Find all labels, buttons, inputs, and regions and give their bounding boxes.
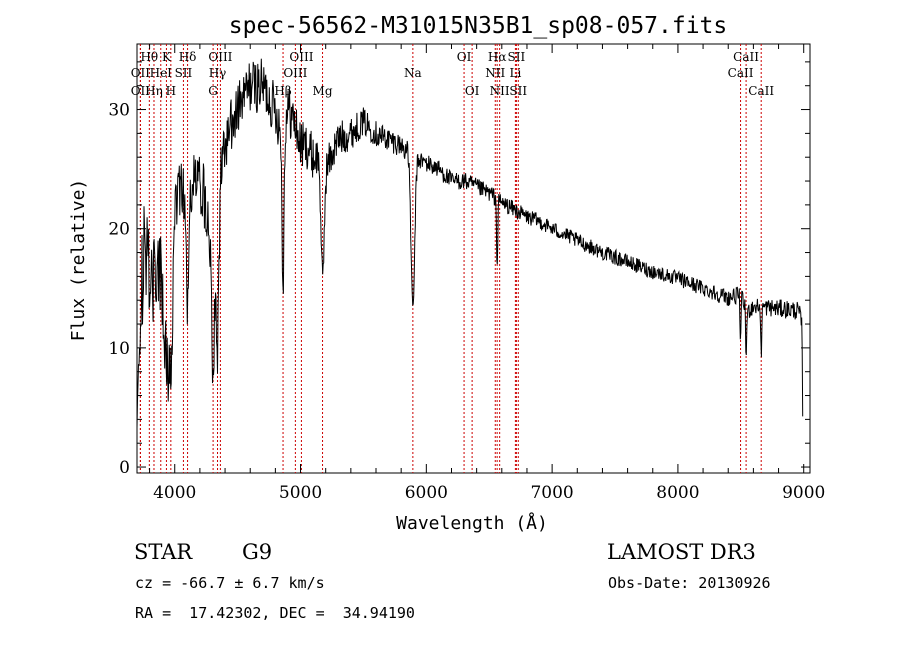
- x-axis-label: Wavelength (Å): [396, 512, 548, 534]
- spectral-line-label: OIII: [208, 50, 232, 64]
- coordinates-text: RA = 17.42302, DEC = 34.94190: [135, 604, 415, 622]
- object-class: STAR: [134, 540, 193, 564]
- object-subclass: G9: [242, 540, 273, 564]
- spectral-line-label: Li: [509, 66, 521, 80]
- x-tick-label: 4000: [153, 483, 196, 503]
- x-tick-label: 5000: [279, 483, 322, 503]
- x-tick-label: 7000: [530, 483, 573, 503]
- spectral-line-label: SII: [508, 50, 526, 64]
- spectral-line-label: H: [166, 84, 176, 98]
- plot-frame-group: [136, 43, 811, 474]
- spectral-line-label: NII: [490, 84, 510, 98]
- spectral-line-label: CaII: [733, 50, 759, 64]
- spectral-line-label: Hβ: [274, 84, 291, 98]
- spectral-line-label: Hα: [488, 50, 507, 64]
- y-axis-label: Flux (relative): [68, 179, 89, 342]
- spectral-line-label: OII: [131, 66, 151, 80]
- spectral-line-label: Hη: [145, 84, 163, 98]
- spectral-line-label: OI: [465, 84, 480, 98]
- spectral-line-label: Hγ: [209, 66, 227, 80]
- y-tick-label: 10: [108, 339, 130, 359]
- x-tick-label: 9000: [782, 483, 825, 503]
- y-tick-label: 20: [108, 220, 130, 240]
- spectral-line-label: HeI: [150, 66, 173, 80]
- spectral-line-label: OIII: [283, 66, 307, 80]
- spectral-line-label: Na: [404, 66, 422, 80]
- spectral-line-label: CaII: [728, 66, 754, 80]
- y-tick-label: 0: [119, 458, 130, 478]
- spectral-line-markers: [139, 44, 762, 473]
- x-tick-label: 6000: [405, 483, 448, 503]
- axis-ticks: 4000 5000 6000 7000 8000 9000 0 10 20 30: [108, 44, 825, 503]
- survey-name: LAMOST DR3: [607, 540, 756, 564]
- spectral-line-label: K: [162, 50, 172, 64]
- spectral-line-label: Hθ: [140, 50, 158, 64]
- spectral-line-label: OIII: [289, 50, 313, 64]
- spectral-line-label: Mg: [313, 84, 333, 98]
- spectral-line-label: SII: [175, 66, 193, 80]
- obs-date-text: Obs-Date: 20130926: [608, 574, 771, 592]
- redshift-text: cz = -66.7 ± 6.7 km/s: [135, 574, 325, 592]
- x-tick-label: 8000: [656, 483, 699, 503]
- chart-title: spec-56562-M31015N35B1_sp08-057.fits: [229, 13, 728, 39]
- y-tick-label: 30: [108, 101, 130, 121]
- spectrum-line: [136, 58, 804, 428]
- plot-frame: [136, 43, 811, 474]
- spectral-line-label: CaII: [748, 84, 774, 98]
- spectral-line-label: Hδ: [179, 50, 197, 64]
- spectral-line-label: OII: [131, 84, 151, 98]
- spectral-line-label: SII: [509, 84, 527, 98]
- spectral-line-label: NII: [485, 66, 505, 80]
- spectral-line-label: G: [208, 84, 218, 98]
- spectrum-series: [136, 58, 804, 428]
- spectral-line-label: OI: [457, 50, 472, 64]
